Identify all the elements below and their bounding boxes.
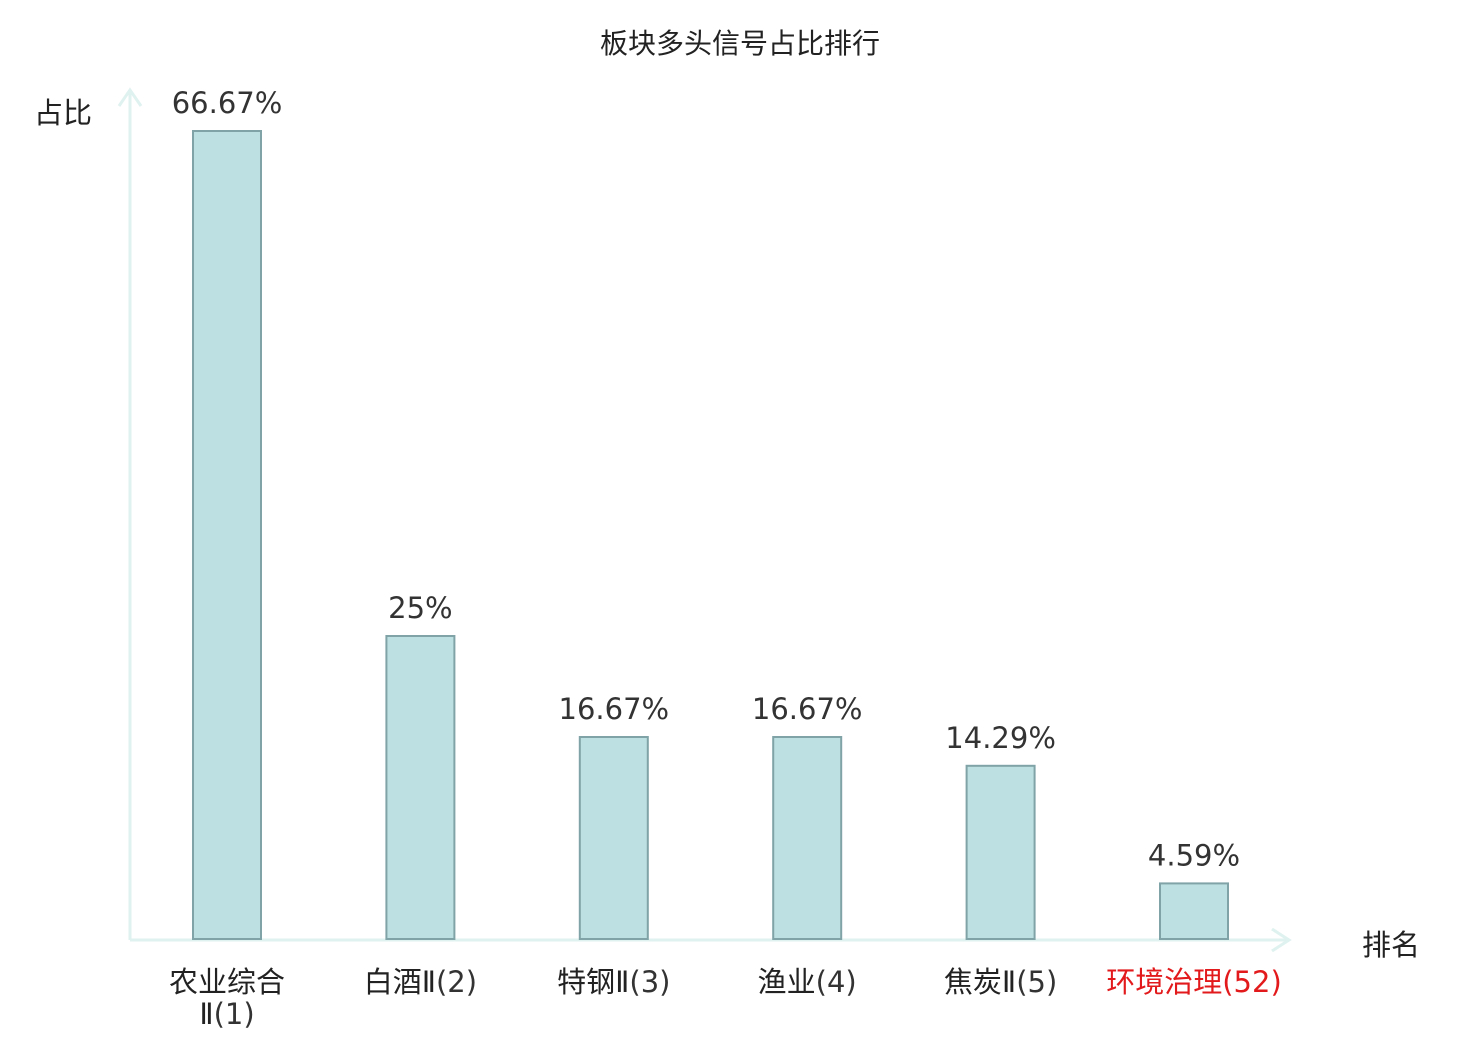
- x-tick-name: 农业综合Ⅱ: [168, 965, 285, 1031]
- x-axis-label: 排名: [1362, 928, 1421, 962]
- bar-value-label-4: 16.67%: [752, 692, 863, 726]
- x-tick-label-5: 焦炭Ⅱ(5): [901, 966, 1101, 998]
- bar-value-label-2: 25%: [388, 591, 452, 625]
- bar-value-label-1: 66.67%: [172, 86, 283, 120]
- bar-value-label-6: 4.59%: [1148, 838, 1240, 872]
- y-axis-arrow-icon: [117, 87, 143, 107]
- x-tick-rank: (1): [213, 997, 255, 1031]
- x-tick-label-1: 农业综合Ⅱ(1): [157, 966, 297, 1030]
- bar-2: [385, 635, 456, 940]
- bar-6: [1159, 882, 1229, 941]
- x-tick-name: 特钢Ⅱ: [557, 965, 630, 999]
- x-tick-label-6: 环境治理(52): [1094, 966, 1294, 998]
- chart-title: 板块多头信号占比排行: [599, 27, 880, 60]
- x-tick-rank: (52): [1222, 965, 1282, 999]
- axes: [117, 87, 1292, 953]
- bars-group: [192, 130, 1229, 941]
- x-tick-rank: (4): [815, 965, 857, 999]
- x-tick-label-2: 白酒Ⅱ(2): [320, 966, 520, 998]
- x-tick-name: 环境治理: [1106, 965, 1223, 999]
- x-axis-arrow-icon: [1271, 927, 1292, 953]
- bar-value-label-5: 14.29%: [945, 721, 1056, 755]
- bar-value-label-3: 16.67%: [559, 692, 670, 726]
- bar-1: [192, 130, 262, 940]
- bar-4: [772, 736, 843, 940]
- x-tick-label-4: 渔业(4): [707, 966, 907, 998]
- x-tick-rank: (5): [1016, 965, 1058, 999]
- x-tick-name: 焦炭Ⅱ: [943, 965, 1017, 999]
- x-tick-label-3: 特钢Ⅱ(3): [514, 966, 714, 998]
- bar-5: [965, 764, 1036, 940]
- x-tick-name: 渔业: [757, 965, 816, 999]
- value-labels-group: 66.67% 25% 16.67% 16.67% 14.29% 4.59%: [172, 86, 1240, 872]
- x-tick-rank: (3): [629, 965, 671, 999]
- x-tick-name: 白酒Ⅱ: [363, 965, 436, 999]
- bar-3: [578, 736, 649, 940]
- x-tick-rank: (2): [435, 965, 478, 999]
- y-axis-label: 占比: [34, 96, 93, 130]
